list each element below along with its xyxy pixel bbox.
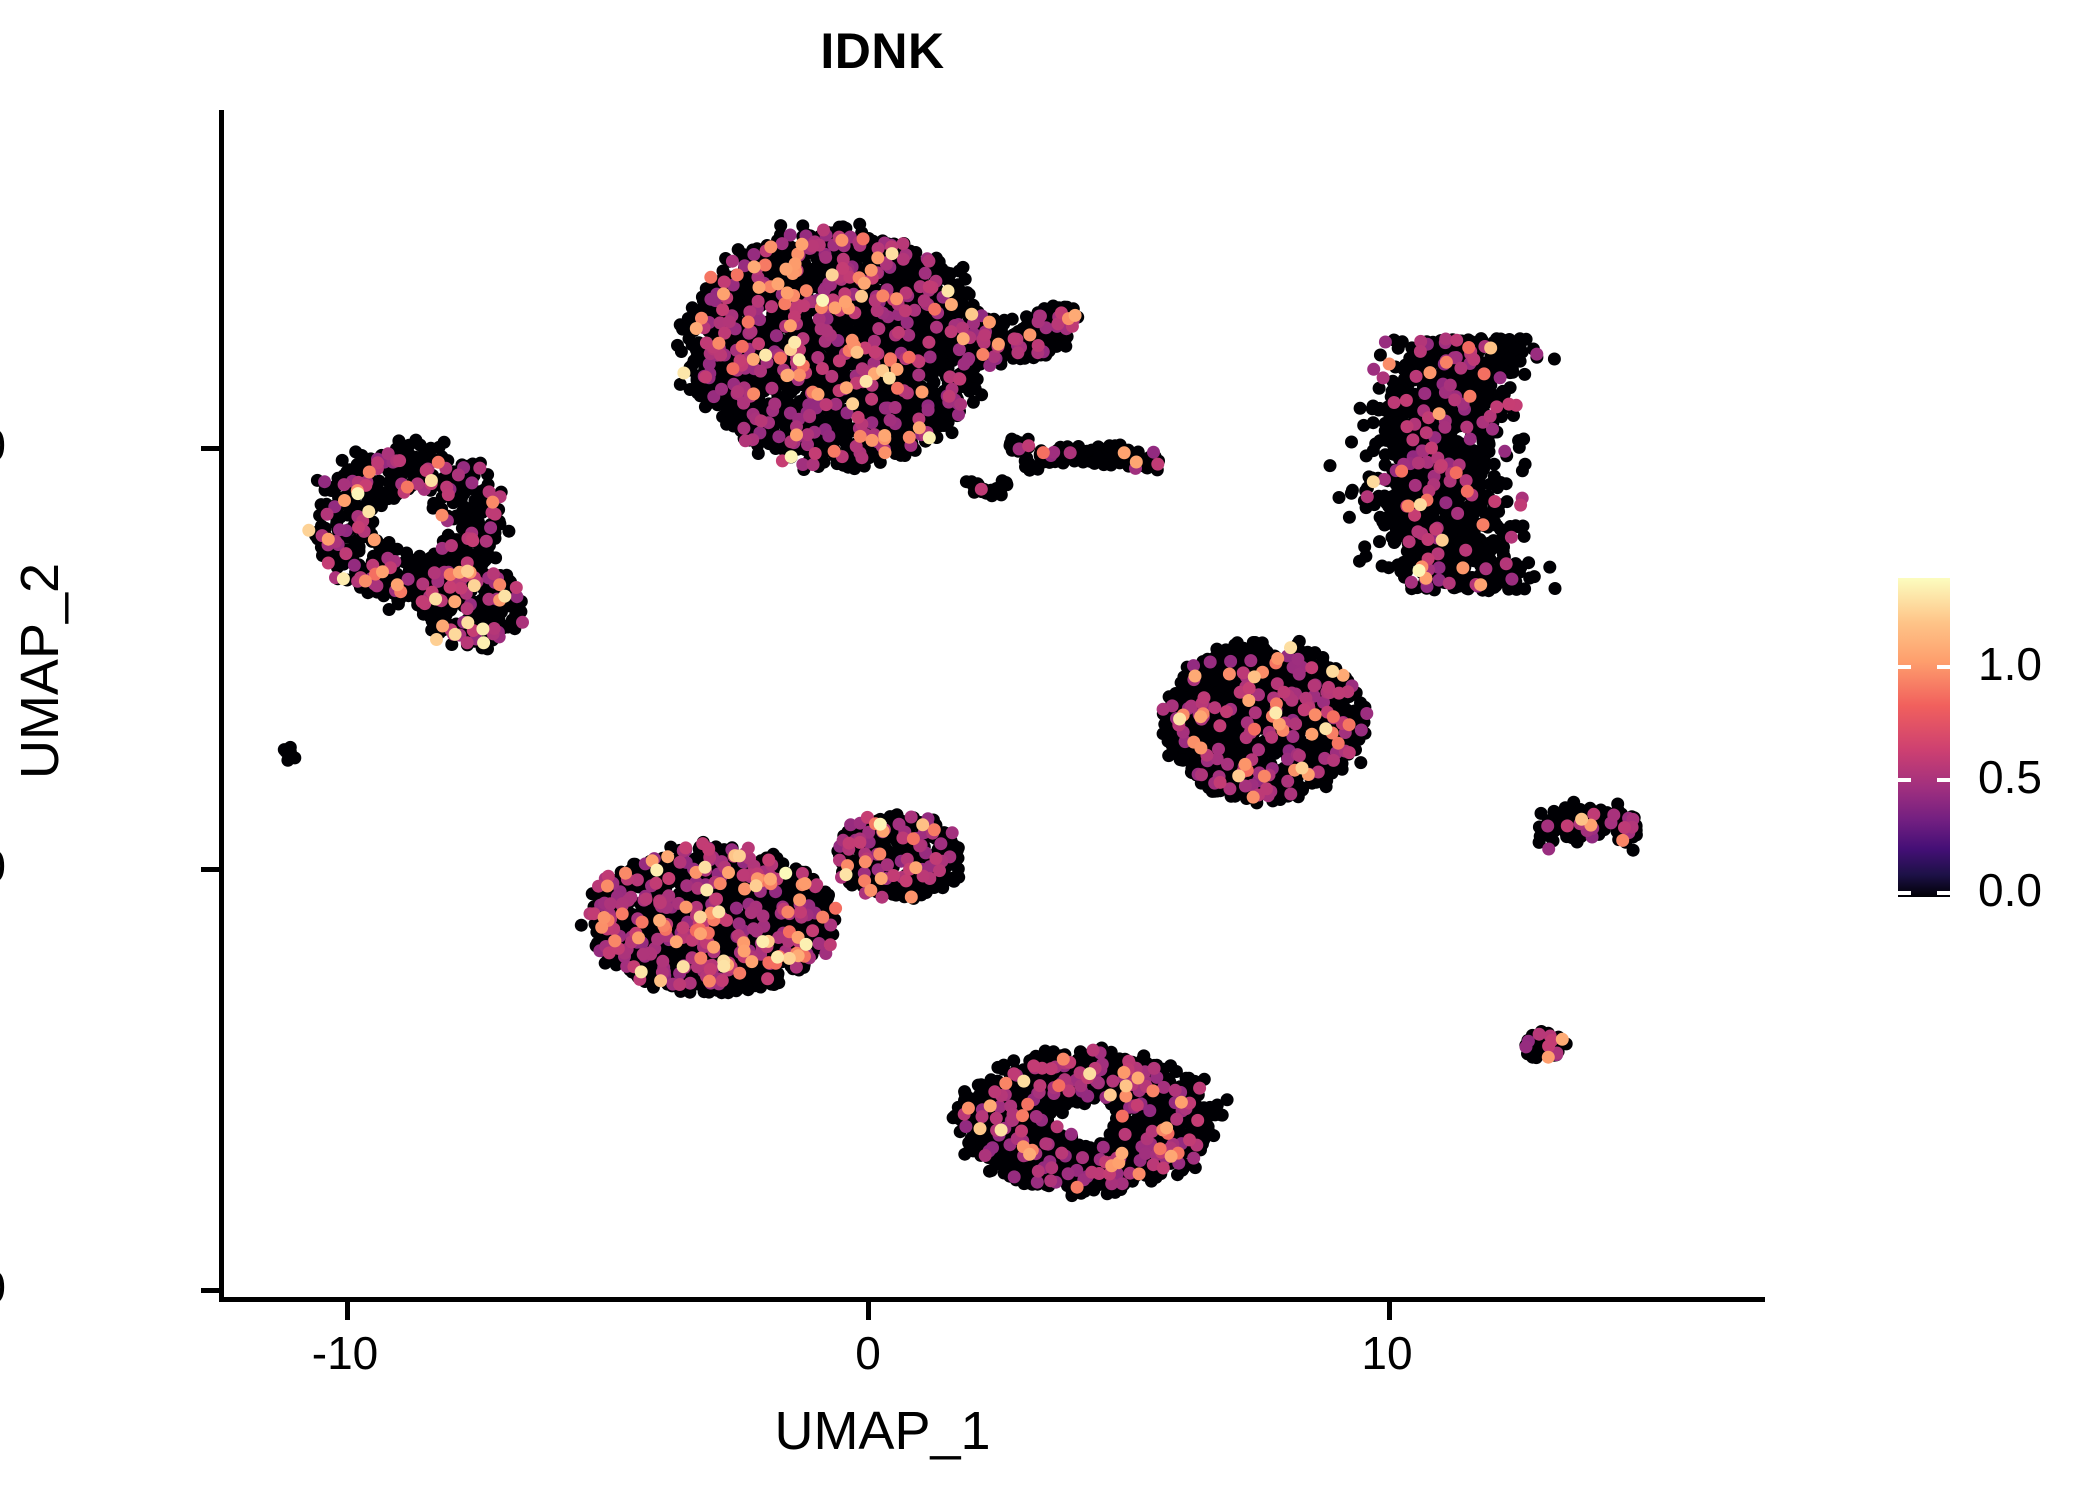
- y-axis-line: [219, 110, 224, 1302]
- y-axis-tick-neg10: [201, 1288, 219, 1293]
- colorbar-tick-1: [1898, 665, 1911, 669]
- y-axis-tick-10: [201, 446, 219, 451]
- x-axis-tick-10: [1387, 1302, 1392, 1320]
- y-axis-tick-0: [201, 867, 219, 872]
- x-axis-ticklabel-0: 0: [855, 1327, 881, 1379]
- colorbar-label-0: 0.0: [1978, 864, 2042, 916]
- page-title: IDNK: [820, 23, 945, 79]
- data-points-layer: [277, 217, 1643, 1203]
- colorbar: [1898, 578, 1950, 897]
- y-axis-title: UMAP_2: [10, 562, 70, 780]
- colorbar-tick-1-right: [1937, 665, 1950, 669]
- colorbar-label-1: 1.0: [1978, 638, 2042, 690]
- y-axis-ticklabel-neg10: -10: [0, 1260, 6, 1314]
- x-axis-title: UMAP_1: [774, 1401, 991, 1461]
- y-axis-ticklabel-10: 10: [0, 418, 6, 472]
- x-axis-ticklabel-10: 10: [1361, 1327, 1413, 1379]
- y-axis-ticklabel-0: 0: [0, 839, 6, 893]
- colorbar-tick-0: [1898, 891, 1911, 895]
- colorbar-gradient: [1898, 578, 1950, 897]
- colorbar-tick-0-right: [1937, 891, 1950, 895]
- x-axis-line: [219, 1297, 1765, 1302]
- colorbar-tick-05-right: [1937, 778, 1950, 782]
- x-axis-tick-neg10: [345, 1302, 350, 1320]
- x-axis-ticklabel-neg10: -10: [311, 1327, 379, 1379]
- colorbar-label-05: 0.5: [1978, 751, 2042, 803]
- x-axis-tick-0: [866, 1302, 871, 1320]
- colorbar-tick-05: [1898, 778, 1911, 782]
